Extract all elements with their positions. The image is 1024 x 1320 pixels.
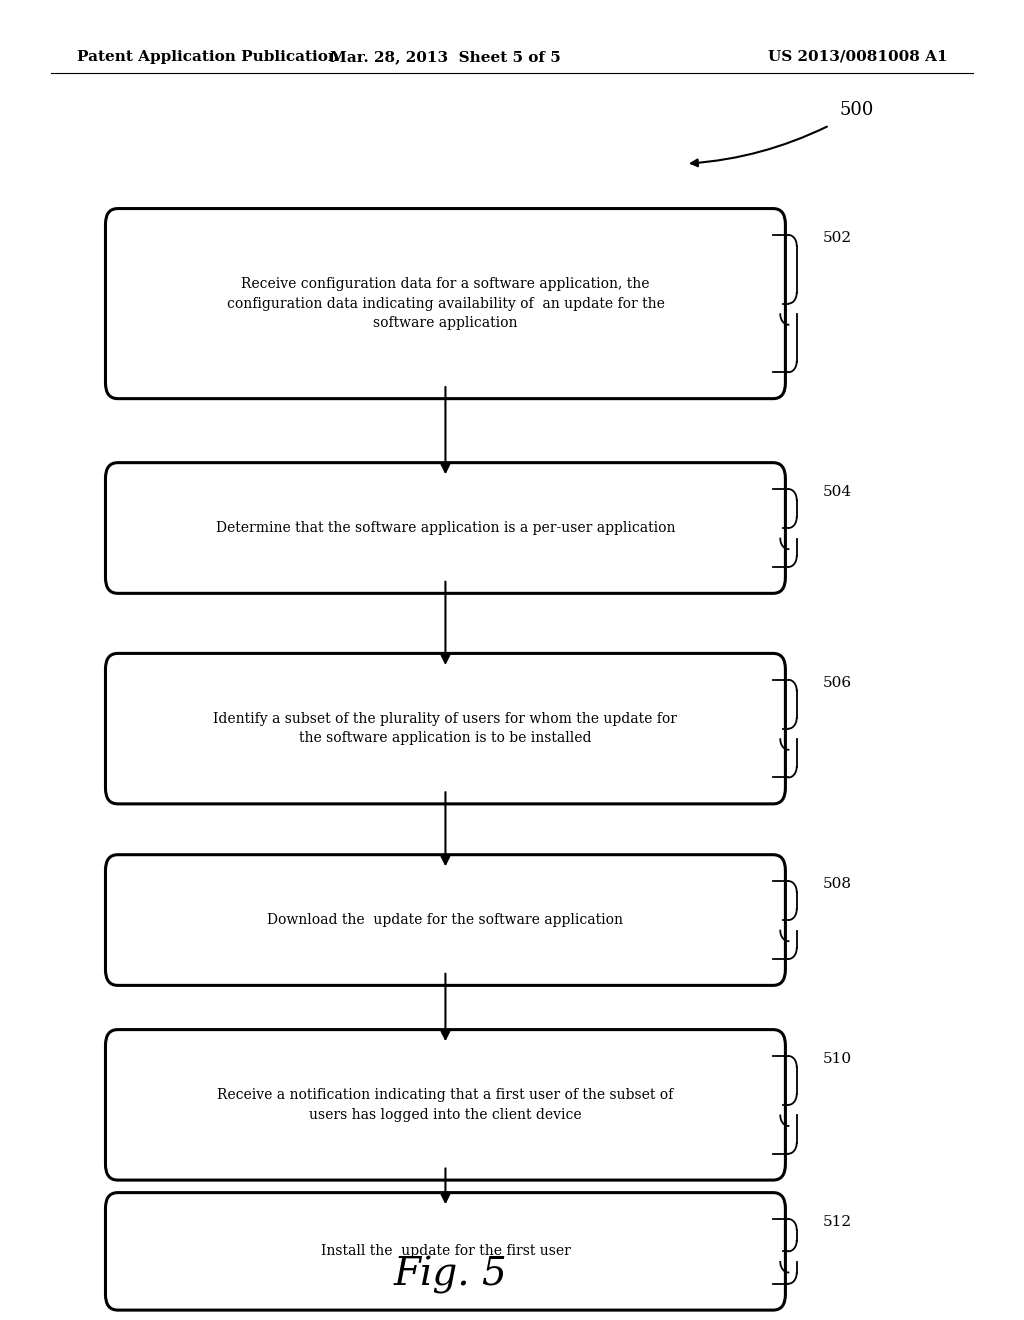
Text: Identify a subset of the plurality of users for whom the update for
the software: Identify a subset of the plurality of us… [213, 711, 678, 746]
FancyBboxPatch shape [105, 463, 785, 594]
FancyBboxPatch shape [105, 653, 785, 804]
Text: Install the  update for the first user: Install the update for the first user [321, 1245, 570, 1258]
Text: Receive configuration data for a software application, the
configuration data in: Receive configuration data for a softwar… [226, 277, 665, 330]
Text: US 2013/0081008 A1: US 2013/0081008 A1 [768, 50, 947, 63]
Text: 510: 510 [822, 1052, 851, 1067]
Text: 506: 506 [822, 676, 851, 690]
Text: Determine that the software application is a per-user application: Determine that the software application … [216, 521, 675, 535]
Text: 504: 504 [822, 486, 851, 499]
Text: Fig. 5: Fig. 5 [393, 1255, 508, 1294]
FancyBboxPatch shape [105, 209, 785, 399]
Text: Patent Application Publication: Patent Application Publication [77, 50, 339, 63]
Text: 502: 502 [822, 231, 851, 246]
Text: Mar. 28, 2013  Sheet 5 of 5: Mar. 28, 2013 Sheet 5 of 5 [330, 50, 561, 63]
Text: Download the  update for the software application: Download the update for the software app… [267, 913, 624, 927]
Text: 508: 508 [822, 878, 851, 891]
Text: 512: 512 [822, 1214, 851, 1229]
Text: Receive a notification indicating that a first user of the subset of
users has l: Receive a notification indicating that a… [217, 1088, 674, 1122]
Text: 500: 500 [840, 100, 874, 119]
FancyBboxPatch shape [105, 1193, 785, 1309]
FancyBboxPatch shape [105, 855, 785, 985]
FancyBboxPatch shape [105, 1030, 785, 1180]
